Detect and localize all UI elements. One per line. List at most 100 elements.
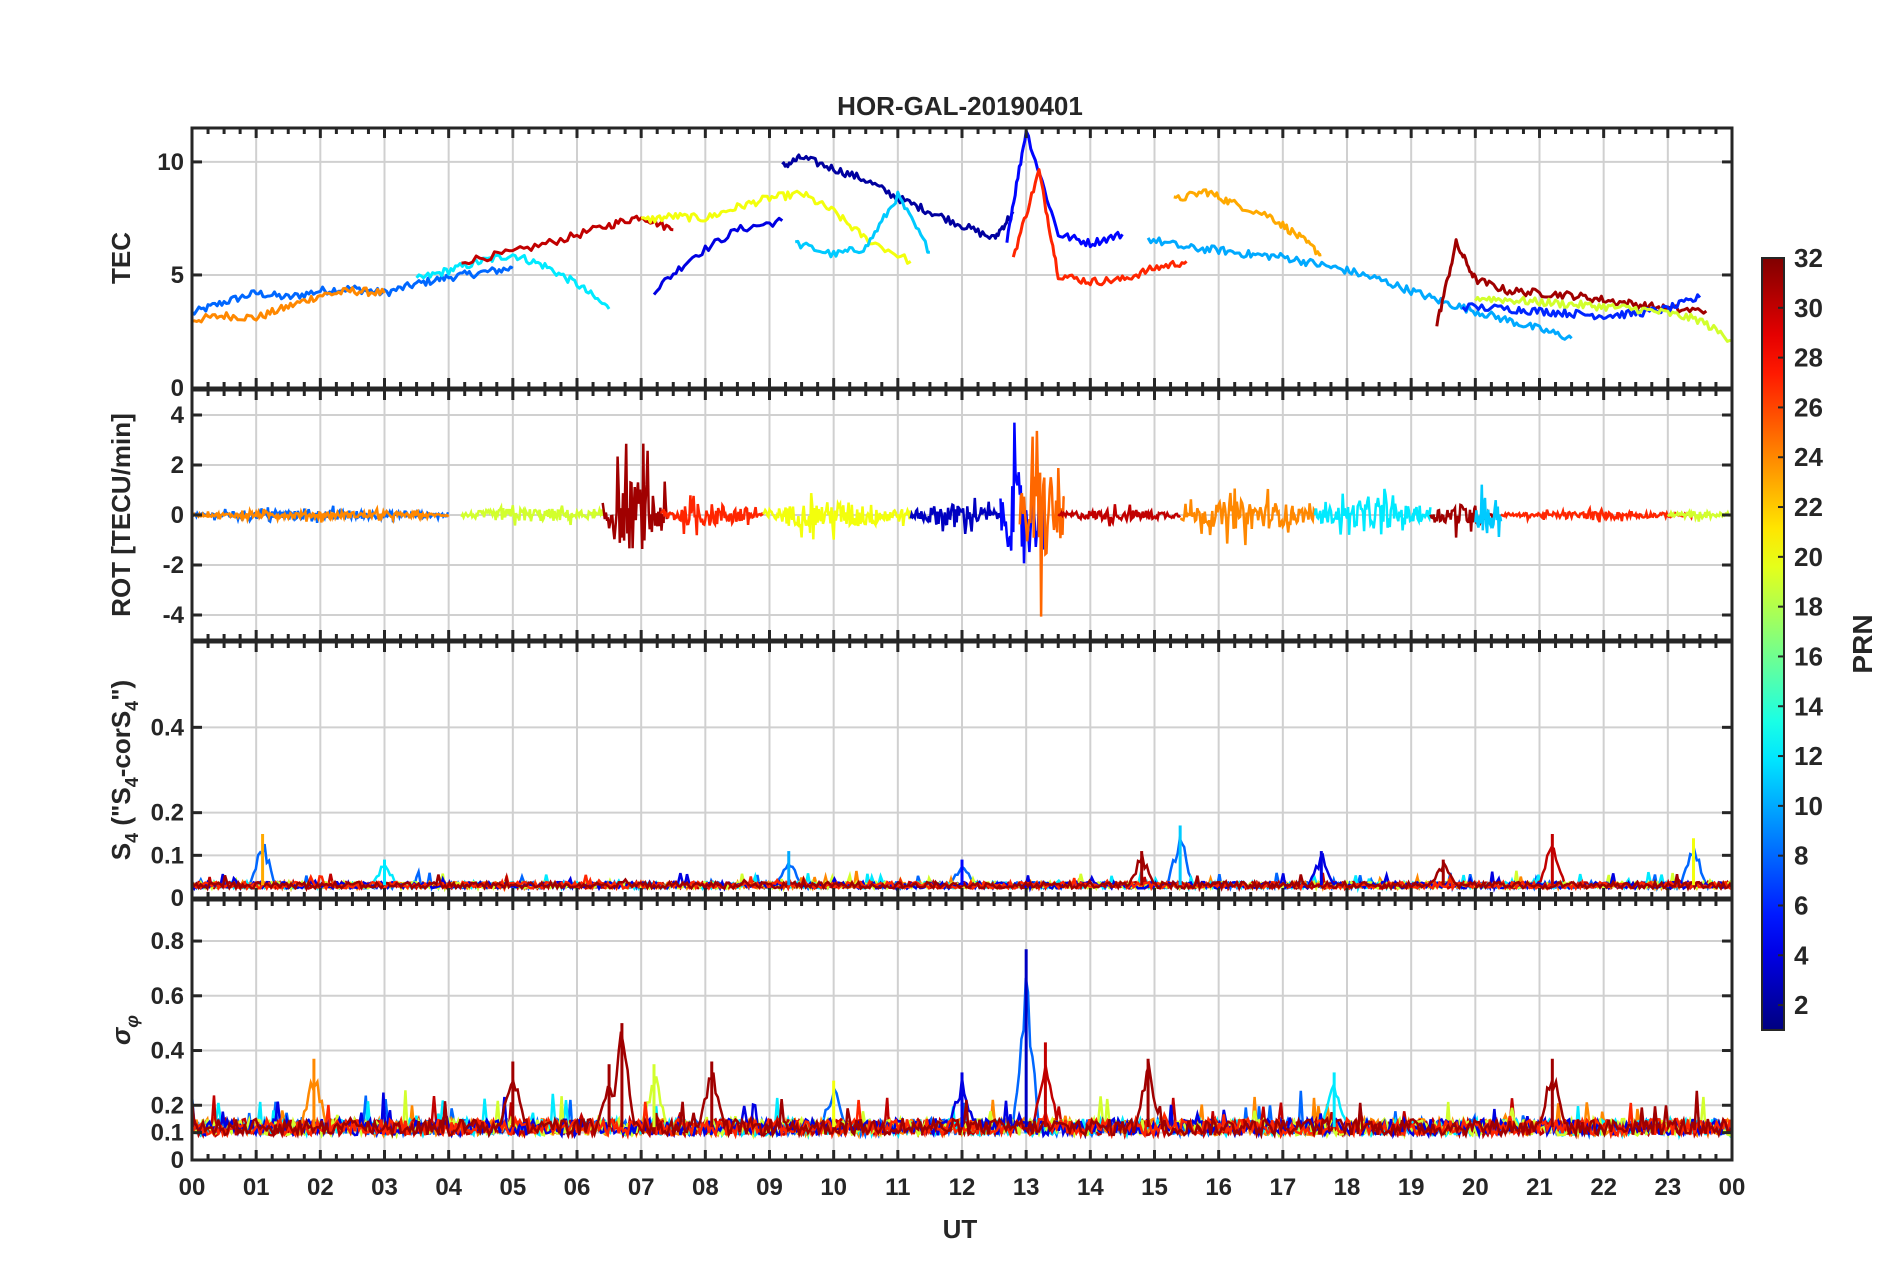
y-tick-label: 0.4 — [151, 714, 185, 741]
tec-series-prn-6 — [1461, 293, 1702, 321]
tec-series-prn-23 — [1173, 188, 1322, 257]
x-tick-label: 05 — [499, 1174, 526, 1201]
x-tick-label: 10 — [820, 1174, 847, 1201]
colorbar-tick-label: 12 — [1794, 741, 1823, 771]
x-axis-label: UT — [943, 1214, 978, 1244]
tec-series-prn-27 — [1011, 168, 1188, 287]
y-tick-label: -4 — [163, 602, 185, 629]
colorbar-tick-label: 26 — [1794, 392, 1823, 422]
tec-series-prn-11 — [794, 190, 930, 259]
y-tick-label: 0.8 — [151, 928, 184, 955]
colorbar-tick-label: 6 — [1794, 890, 1808, 920]
series-prn-31 — [192, 851, 1732, 893]
colorbar-tick-label: 18 — [1794, 592, 1823, 622]
colorbar-tick-label: 24 — [1794, 442, 1823, 472]
panel-s4: 0 0.1 0.2 0.4 S4 ("S4-corS4") — [106, 640, 1734, 912]
colorbar-tick-label: 20 — [1794, 542, 1823, 572]
tec-series-prn-10 — [1146, 236, 1573, 341]
y-tick-label: 0.4 — [151, 1038, 185, 1065]
panel-rot: -4 -2 0 2 4 ROT [TECU/min] — [106, 388, 1734, 642]
y-tick-label: 0.1 — [151, 842, 184, 869]
x-tick-label: 21 — [1526, 1174, 1553, 1201]
colorbar-tick-label: 16 — [1794, 641, 1823, 671]
x-tick-label: 04 — [435, 1174, 462, 1201]
y-tick-label: 0 — [171, 885, 184, 912]
x-tick-label: 12 — [949, 1174, 976, 1201]
colorbar-tick-label: 22 — [1794, 492, 1823, 522]
y-tick-label: 0.2 — [151, 1092, 184, 1119]
colorbar-tick-label: 28 — [1794, 343, 1823, 373]
tec-series-prn-4 — [652, 216, 784, 296]
x-tick-label: 23 — [1654, 1174, 1681, 1201]
y-tick-label: 0 — [171, 375, 184, 402]
y-axis-label: TEC — [106, 232, 136, 284]
x-tick-label: 11 — [885, 1174, 910, 1201]
rot-series-prn-12 — [1313, 488, 1432, 535]
y-tick-label: 0 — [171, 502, 184, 529]
rot-series-prn-20 — [762, 492, 912, 540]
x-tick-label: 14 — [1077, 1174, 1104, 1201]
rot-series-prn-31 — [601, 443, 669, 550]
data-layer — [192, 129, 1732, 343]
colorbar-tick-label: 8 — [1794, 841, 1808, 871]
x-tick-label: 20 — [1462, 1174, 1489, 1201]
y-tick-label: 0 — [171, 1147, 184, 1174]
rot-series-prn-30 — [1057, 504, 1182, 527]
x-tick-label: 00 — [1719, 1174, 1746, 1201]
rot-series-prn-19 — [1666, 508, 1732, 523]
tec-series-prn-31 — [1435, 238, 1708, 327]
tec-series-prn-30 — [461, 214, 674, 266]
panel-sigma-phi: 00.10.2 0.4 0.6 0.8 σφ — [106, 898, 1734, 1174]
tec-series-prn-19 — [1474, 295, 1732, 343]
y-axis-label: σφ — [106, 1015, 142, 1045]
rot-series-prn-3 — [909, 497, 1002, 535]
data-layer — [192, 825, 1732, 894]
x-tick-label: 01 — [243, 1174, 270, 1201]
x-tick-label: 09 — [756, 1174, 783, 1201]
colorbar-tick-label: 10 — [1794, 791, 1823, 821]
y-tick-label: 2 — [171, 452, 184, 479]
colorbar-tick-label: 4 — [1794, 940, 1809, 970]
x-tick-label: 07 — [628, 1174, 655, 1201]
y-tick-label: 4 — [171, 402, 185, 429]
y-axis-label: S4 ("S4-corS4") — [106, 680, 142, 860]
tec-series-prn-24 — [192, 286, 386, 324]
colorbar-label: PRN — [1847, 614, 1878, 673]
colorbar-tick-label: 30 — [1794, 293, 1823, 323]
data-layer — [192, 949, 1732, 1141]
x-tick-label: 16 — [1205, 1174, 1232, 1201]
rot-series-prn-24 — [192, 504, 450, 525]
colorbar-tick-label: 2 — [1794, 990, 1808, 1020]
x-tick-label: 08 — [692, 1174, 719, 1201]
y-tick-label: 0.2 — [151, 800, 184, 827]
tec-series-prn-5 — [1005, 129, 1124, 249]
rot-series-prn-24 — [1180, 488, 1316, 546]
rot-series-prn-19 — [460, 502, 604, 526]
y-tick-label: 0.1 — [151, 1120, 184, 1147]
x-tick-label: 19 — [1398, 1174, 1425, 1201]
rot-series-prn-27 — [660, 495, 765, 536]
y-axis-label: ROT [TECU/min] — [106, 413, 136, 617]
chart-title: HOR-GAL-20190401 — [837, 91, 1083, 121]
x-tick-label: 22 — [1590, 1174, 1617, 1201]
rot-series-prn-11 — [1474, 484, 1503, 538]
x-tick-label: 18 — [1334, 1174, 1361, 1201]
x-tick-label: 15 — [1141, 1174, 1168, 1201]
tec-series-prn-20 — [640, 189, 912, 265]
y-tick-label: 0.6 — [151, 983, 184, 1010]
x-tick-label: 17 — [1269, 1174, 1296, 1201]
x-tick-label: 13 — [1013, 1174, 1040, 1201]
x-tick-label: 06 — [564, 1174, 591, 1201]
colorbar-tick-label: 32 — [1794, 243, 1823, 273]
colorbar-tick-label: 14 — [1794, 691, 1823, 721]
rot-series-prn-27 — [1500, 504, 1695, 525]
y-tick-label: 5 — [171, 262, 184, 289]
y-tick-label: 10 — [157, 149, 184, 176]
x-tick-label: 00 — [179, 1174, 206, 1201]
y-tick-label: -2 — [163, 552, 184, 579]
x-tick-label: 03 — [371, 1174, 398, 1201]
tec-series-prn-12 — [415, 253, 611, 310]
